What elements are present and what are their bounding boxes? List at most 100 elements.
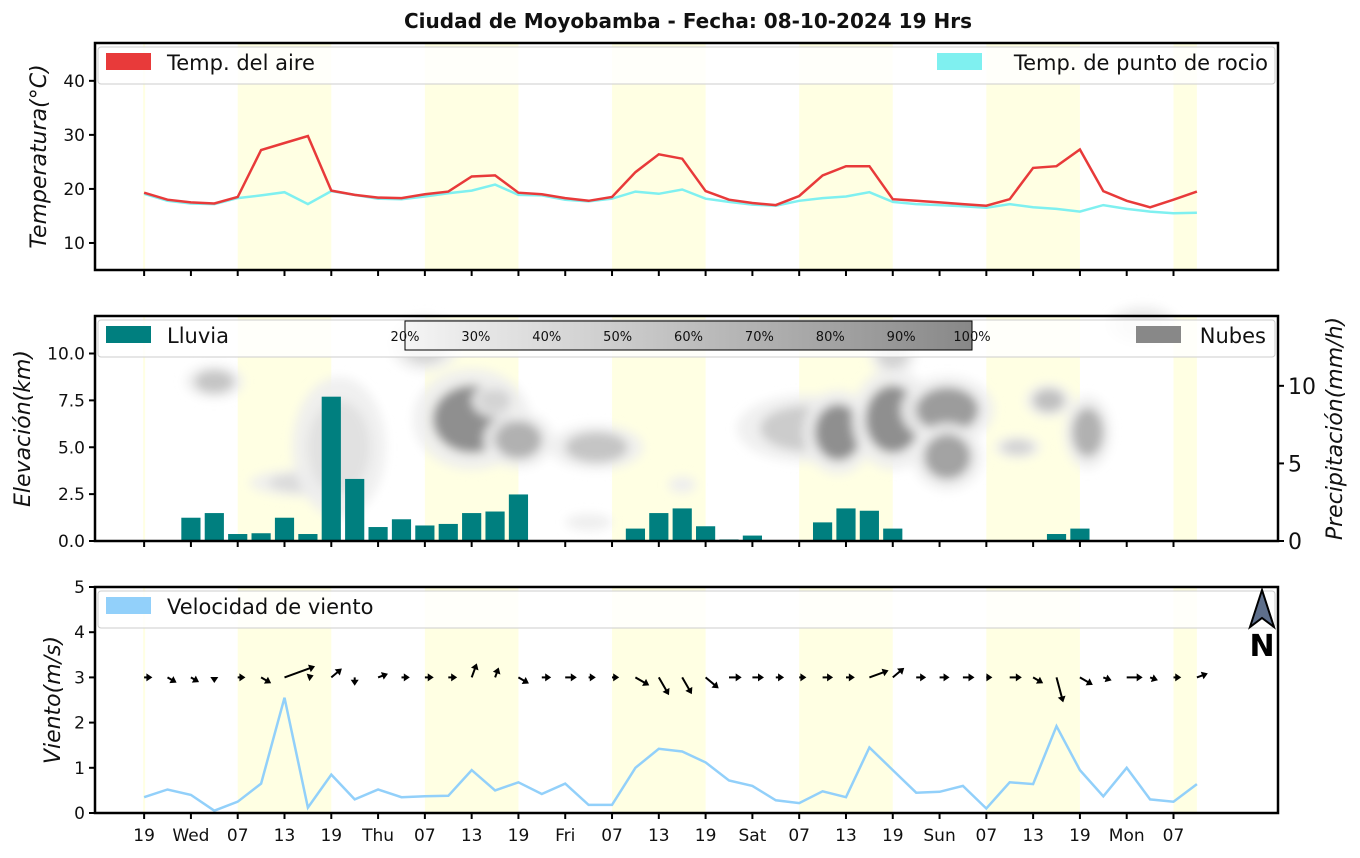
- rain-bar: [181, 517, 201, 541]
- wind-arrow: [1149, 674, 1158, 682]
- rain-bar: [672, 508, 692, 541]
- rain-bar: [742, 535, 762, 541]
- y-tick-label-right: 5: [1288, 452, 1302, 477]
- y-tick-label: 10: [63, 234, 85, 254]
- wind-arrow-shaft: [657, 676, 668, 693]
- legend-label-clouds: Nubes: [1200, 324, 1266, 348]
- rain-bar: [859, 510, 879, 541]
- wind-arrow: [1055, 677, 1066, 703]
- wind-arrow: [939, 673, 950, 682]
- wind-arrow-head: [263, 676, 272, 684]
- legend-swatch-wind: [106, 597, 151, 614]
- wind-axis-label: Viento(m/s): [41, 636, 66, 764]
- legend-swatch-rain: [106, 326, 151, 343]
- rain-bar: [883, 528, 903, 541]
- legend-label-rain: Lluvia: [167, 324, 229, 348]
- y-tick-label: 20: [63, 180, 85, 200]
- colorbar-label: 20%: [391, 330, 420, 345]
- rain-bar: [274, 517, 295, 541]
- rain-bar: [836, 508, 856, 541]
- rain-bar: [204, 513, 224, 541]
- wind-arrow-head: [380, 672, 388, 680]
- x-tick-label: Thu: [361, 826, 394, 846]
- panel-frame: [93, 314, 1280, 543]
- rain-bar: [462, 513, 482, 541]
- wind-arrow-head: [492, 667, 501, 675]
- cloud-blob: [916, 387, 979, 433]
- wind-arrow: [377, 672, 388, 680]
- cloud-blob: [573, 516, 605, 528]
- wind-arrow: [470, 663, 479, 678]
- wind-arrow: [1079, 676, 1093, 686]
- wind-arrow: [1196, 671, 1208, 680]
- wind-arrow-shaft: [284, 666, 312, 679]
- wind-arrow: [634, 676, 650, 686]
- cloud-blob: [1001, 439, 1034, 455]
- wind-arrow: [1009, 673, 1022, 682]
- y-tick-label: 5: [74, 578, 85, 598]
- wind-arrow-head: [470, 663, 479, 671]
- y-tick-label: 0: [74, 804, 85, 824]
- wind-arrow-head: [1057, 695, 1066, 703]
- wind-arrow-head: [642, 678, 650, 686]
- north-arrow-icon: [1248, 586, 1276, 630]
- wind-arrow-head: [986, 673, 993, 682]
- cloud-blob: [1033, 389, 1065, 412]
- rain-bar: [1070, 528, 1090, 541]
- panel-frame: [93, 41, 1280, 272]
- wind-arrow-head: [1175, 673, 1182, 682]
- wind-arrow-head: [169, 676, 177, 684]
- x-tick-label: 13: [461, 826, 483, 846]
- rain-bar: [345, 478, 365, 541]
- y-tick-label: 2.5: [58, 485, 85, 505]
- wind-arrow-head: [662, 687, 670, 696]
- wind-arrow-head: [1104, 674, 1112, 683]
- legend-swatch-clouds: [1136, 326, 1181, 343]
- wind-arrow: [869, 668, 889, 679]
- wind-arrow-head: [613, 673, 620, 682]
- y-tick-label-right: 0: [1288, 530, 1302, 555]
- wind-arrow-head: [350, 679, 359, 686]
- y-tick-label: 7.5: [58, 391, 85, 411]
- wind-arrow: [1173, 673, 1182, 682]
- y-tick-label-right: 10: [1288, 375, 1316, 400]
- x-tick-label: 07: [414, 826, 436, 846]
- wind-arrow-head: [827, 673, 834, 682]
- colorbar-label: 30%: [461, 330, 490, 345]
- x-tick-label: 13: [835, 826, 857, 846]
- wind-arrow-head: [920, 673, 927, 682]
- y-tick-label: 3: [74, 668, 85, 688]
- cloud-blob: [672, 479, 692, 491]
- x-tick-label: 13: [1022, 826, 1044, 846]
- elevation-axis-label: Elevación(km): [11, 350, 36, 507]
- wind-arrow: [681, 676, 693, 695]
- x-tick-label: Sat: [738, 826, 766, 846]
- rain-bar: [228, 534, 248, 541]
- y-tick-label: 0.0: [58, 532, 85, 552]
- wind-arrow-head: [191, 675, 200, 683]
- wind-arrow: [210, 676, 219, 683]
- daylight-band: [1173, 587, 1197, 813]
- colorbar-label: 70%: [745, 330, 774, 345]
- daylight-band: [1173, 316, 1197, 541]
- x-tick-label: 07: [788, 826, 810, 846]
- wind-arrow: [144, 673, 153, 682]
- cloud-blob: [1072, 407, 1104, 457]
- cloud-blob: [565, 432, 628, 463]
- wind-arrow: [612, 673, 620, 682]
- wind-arrow-head: [1015, 673, 1022, 682]
- x-tick-label: 19: [1069, 826, 1091, 846]
- wind-arrow-head: [800, 673, 807, 682]
- wind-arrow-head: [334, 668, 342, 676]
- cloud-blob: [814, 404, 862, 461]
- rain-bar: [625, 528, 646, 541]
- rain-bar: [438, 523, 458, 541]
- y-tick-label: 1: [74, 759, 85, 779]
- wind-arrow: [986, 673, 993, 682]
- wind-arrow-head: [685, 686, 693, 695]
- rain-bar: [508, 494, 529, 541]
- x-tick-label: Wed: [172, 826, 209, 846]
- wind-arrow: [517, 676, 529, 684]
- wind-arrow: [401, 673, 410, 682]
